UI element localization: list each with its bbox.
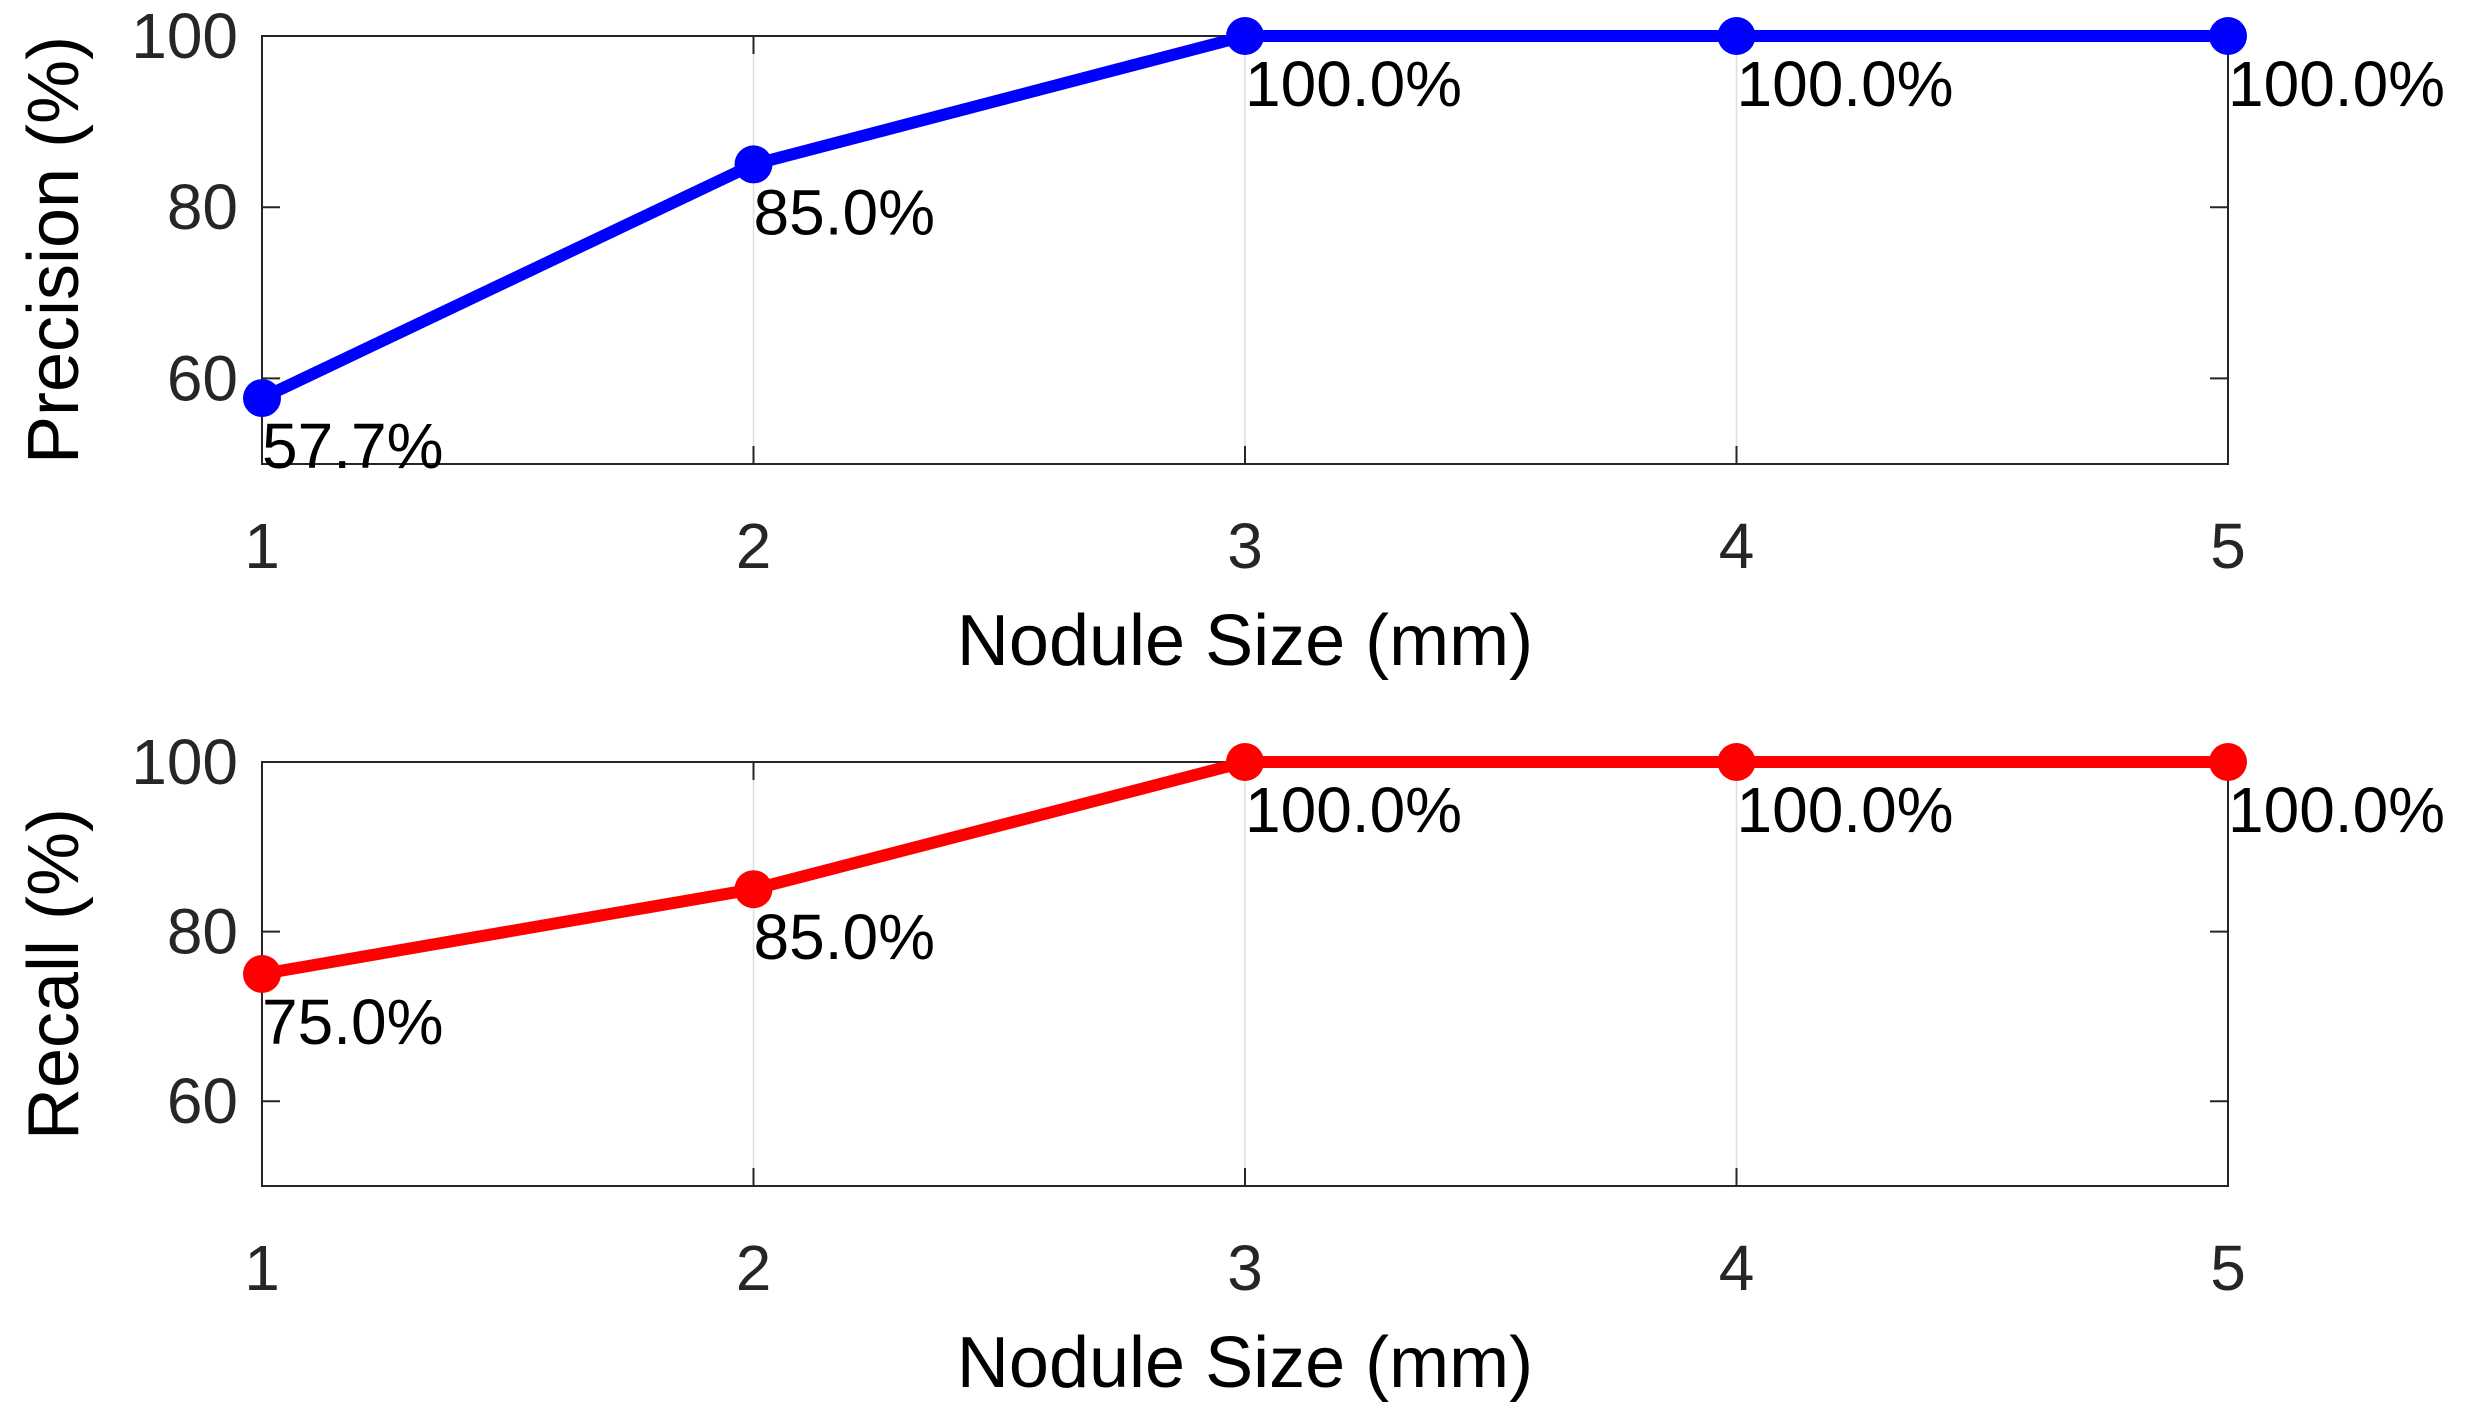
data-point: [734, 870, 773, 909]
x-tick-label: 4: [1719, 1232, 1755, 1304]
data-label: 85.0%: [754, 901, 935, 973]
x-tick-label: 2: [736, 1232, 772, 1304]
data-label: 100.0%: [2228, 48, 2445, 120]
data-point: [1226, 743, 1264, 781]
y-tick-label: 60: [167, 1065, 238, 1137]
data-point: [2209, 17, 2247, 55]
y-tick-label: 60: [167, 342, 238, 414]
data-label: 100.0%: [2228, 774, 2445, 846]
data-label: 85.0%: [754, 176, 935, 248]
precision-panel: 60 80 100 1 2 3 4 5 Nodule Size (mm) Precision (%…: [14, 0, 2445, 681]
x-tick-label: 5: [2210, 510, 2246, 582]
data-label: 100.0%: [1737, 48, 1954, 120]
data-label: 57.7%: [262, 410, 443, 482]
data-label: 100.0%: [1737, 774, 1954, 846]
data-label: 100.0%: [1245, 48, 1462, 120]
data-label: 100.0%: [1245, 774, 1462, 846]
x-tick-label: 1: [244, 510, 280, 582]
data-point: [1717, 17, 1756, 55]
x-tick-label: 4: [1719, 510, 1755, 582]
data-point: [734, 145, 773, 184]
x-tick-label: 3: [1227, 510, 1263, 582]
x-axis-label: Nodule Size (mm): [957, 1323, 1533, 1403]
x-tick-label: 5: [2210, 1232, 2246, 1304]
x-tick-label: 2: [736, 510, 772, 582]
y-tick-label: 100: [131, 0, 238, 72]
y-axis-label: Precision (%): [14, 36, 94, 464]
recall-panel: 60 80 100 1 2 3 4 5 Nodule Size (mm) Recall (%) 75…: [14, 726, 2445, 1403]
y-axis-label: Recall (%): [14, 808, 94, 1140]
data-point: [1226, 17, 1264, 55]
x-tick-label: 3: [1227, 1232, 1263, 1304]
data-point: [1717, 743, 1756, 781]
data-point: [243, 379, 281, 418]
x-tick-label: 1: [244, 1232, 280, 1304]
y-tick-label: 100: [131, 726, 238, 798]
x-axis-label: Nodule Size (mm): [957, 601, 1533, 681]
y-tick-label: 80: [167, 896, 238, 968]
data-label: 75.0%: [262, 986, 443, 1058]
data-point: [243, 955, 281, 993]
y-tick-label: 80: [167, 171, 238, 243]
data-point: [2209, 743, 2247, 781]
